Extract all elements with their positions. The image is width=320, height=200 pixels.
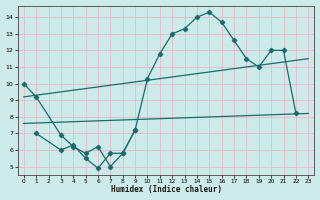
X-axis label: Humidex (Indice chaleur): Humidex (Indice chaleur) [110,185,221,194]
